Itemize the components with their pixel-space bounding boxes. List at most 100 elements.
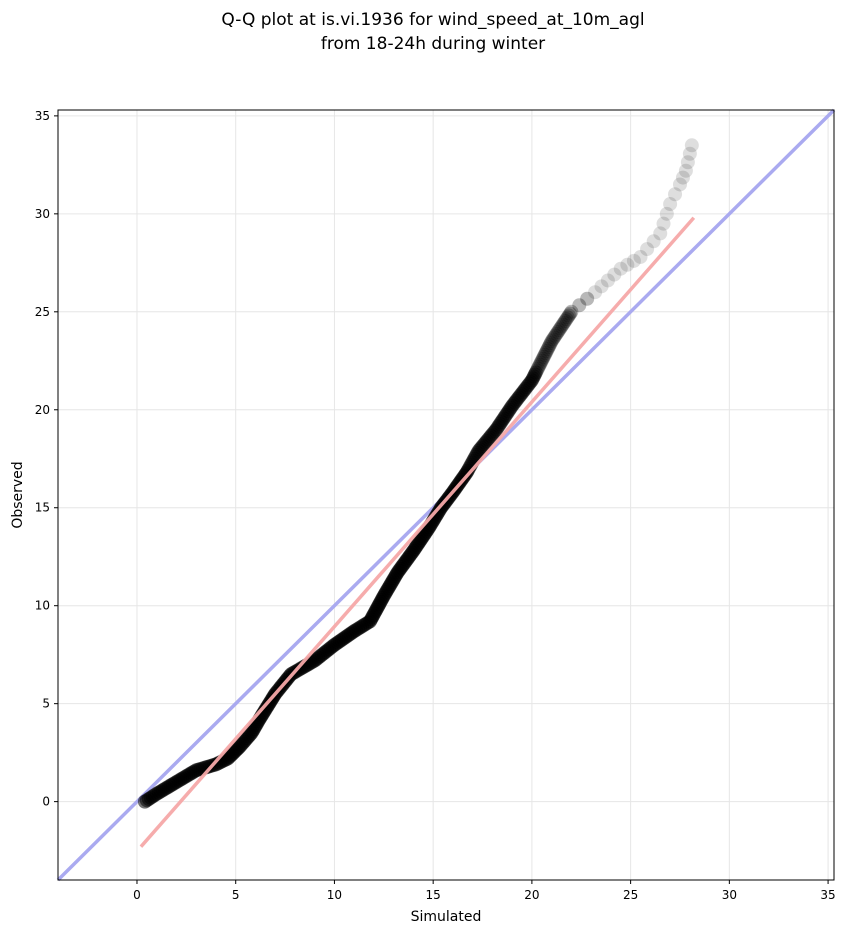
data-point — [553, 321, 568, 336]
data-point — [470, 445, 485, 460]
data-point — [564, 304, 579, 319]
y-tick-label-35: 35 — [35, 109, 50, 123]
data-point — [526, 369, 541, 384]
data-point — [510, 392, 525, 407]
data-point — [485, 427, 500, 442]
x-tick-label-20: 20 — [524, 888, 539, 902]
data-points — [137, 138, 699, 809]
data-point — [556, 315, 571, 330]
data-point — [682, 146, 697, 161]
x-tick-label-25: 25 — [623, 888, 638, 902]
grid — [58, 110, 834, 880]
data-point — [497, 409, 512, 424]
y-tick-label-15: 15 — [35, 501, 50, 515]
plot-frame — [57, 109, 835, 881]
data-point — [529, 363, 544, 378]
data-point — [514, 386, 529, 401]
data-point — [506, 397, 521, 412]
x-tick-label-10: 10 — [327, 888, 342, 902]
data-point — [672, 177, 687, 192]
y-axis-label: Observed — [10, 461, 26, 528]
data-point — [560, 310, 575, 325]
data-point — [496, 411, 511, 426]
data-point — [558, 313, 573, 328]
data-point — [542, 338, 557, 353]
data-point — [505, 398, 520, 413]
x-tick-label-35: 35 — [820, 888, 835, 902]
y-tick-label-5: 5 — [42, 697, 50, 711]
data-point — [538, 345, 553, 360]
data-point — [530, 361, 545, 376]
data-point — [543, 336, 558, 351]
x-axis-ticks: 0 5 10 15 20 25 30 35 — [133, 880, 836, 902]
data-point — [633, 249, 648, 264]
data-point — [594, 279, 609, 294]
fit-line — [139, 216, 696, 848]
data-point — [525, 371, 540, 386]
data-point — [528, 365, 543, 380]
x-tick-label-5: 5 — [232, 888, 240, 902]
data-point — [548, 328, 563, 343]
data-point — [522, 376, 537, 391]
data-point — [680, 155, 695, 170]
data-point — [502, 402, 517, 417]
data-point — [547, 330, 562, 345]
fit-line-group — [139, 216, 696, 848]
x-tick-label-30: 30 — [722, 888, 737, 902]
data-point — [640, 242, 655, 257]
data-point — [536, 349, 551, 364]
data-point — [588, 285, 603, 300]
data-point — [511, 390, 526, 405]
data-point — [499, 407, 514, 422]
data-point — [663, 197, 678, 212]
data-point — [544, 334, 559, 349]
y-tick-label-25: 25 — [35, 305, 50, 319]
data-point — [524, 373, 539, 388]
data-point — [507, 395, 522, 410]
data-point — [540, 342, 555, 357]
data-point — [518, 381, 533, 396]
data-point — [678, 163, 693, 178]
data-point — [503, 400, 518, 415]
data-point — [477, 437, 492, 452]
data-point — [541, 340, 556, 355]
data-point — [607, 267, 622, 282]
data-point — [509, 393, 524, 408]
data-point — [520, 378, 535, 393]
data-point — [501, 404, 516, 419]
data-point — [531, 359, 546, 374]
data-point — [460, 463, 475, 478]
y-tick-label-20: 20 — [35, 403, 50, 417]
data-point — [549, 326, 564, 341]
data-point — [620, 257, 635, 272]
data-point — [532, 357, 547, 372]
data-point — [656, 216, 671, 231]
data-point — [675, 170, 690, 185]
data-point — [515, 385, 530, 400]
data-point — [559, 312, 574, 327]
y-axis-ticks: 0 5 10 15 20 25 30 35 — [35, 109, 58, 809]
data-point — [492, 416, 507, 431]
data-point — [513, 388, 528, 403]
data-point — [555, 317, 570, 332]
data-point — [490, 420, 505, 435]
y-tick-label-30: 30 — [35, 207, 50, 221]
chart-title-line2: from 18-24h during winter — [321, 34, 545, 54]
data-point — [527, 367, 542, 382]
data-point — [523, 375, 538, 390]
data-point — [500, 406, 515, 421]
data-point — [653, 226, 668, 241]
data-point — [494, 415, 509, 430]
data-point — [626, 253, 641, 268]
data-point — [550, 325, 565, 340]
data-point — [533, 355, 548, 370]
data-point — [613, 261, 628, 276]
data-point — [552, 323, 567, 338]
data-point — [469, 447, 484, 462]
data-point — [561, 308, 576, 323]
data-point — [487, 424, 502, 439]
x-tick-label-0: 0 — [133, 888, 141, 902]
data-point — [535, 351, 550, 366]
data-point — [489, 422, 504, 437]
